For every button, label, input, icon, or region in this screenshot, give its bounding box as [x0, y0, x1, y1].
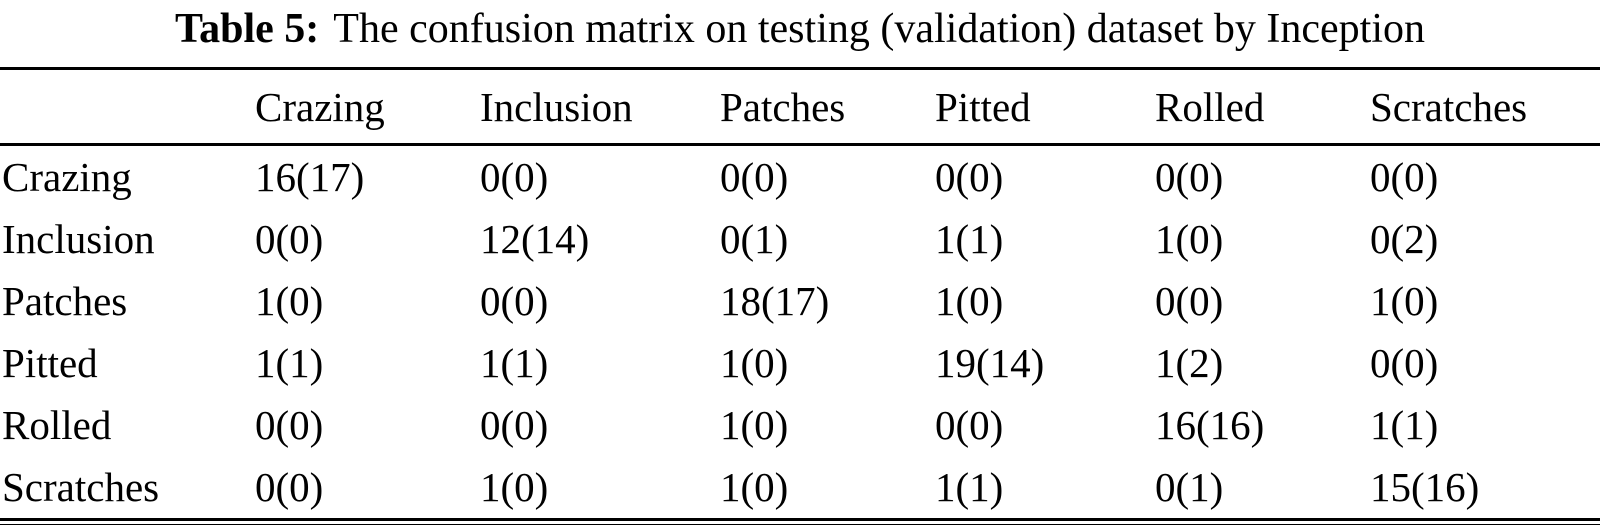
- row-label-inclusion: Inclusion: [2, 216, 155, 262]
- cell: 0(1): [1155, 464, 1224, 510]
- cell: 1(0): [720, 340, 789, 386]
- row-label-crazing: Crazing: [2, 154, 132, 200]
- cell: 1(2): [1155, 340, 1224, 386]
- table-row: Rolled 0(0) 0(0) 1(0) 0(0) 16(16) 1(1): [0, 394, 1600, 456]
- cell: 1(1): [935, 464, 1004, 510]
- cell: 0(0): [480, 278, 549, 324]
- table-row: Inclusion 0(0) 12(14) 0(1) 1(1) 1(0) 0(2…: [0, 208, 1600, 270]
- cell: 18(17): [720, 278, 830, 324]
- table-row: Patches 1(0) 0(0) 18(17) 1(0) 0(0) 1(0): [0, 270, 1600, 332]
- row-label-pitted: Pitted: [2, 340, 98, 386]
- cell: 1(0): [255, 278, 324, 324]
- cell: 15(16): [1370, 464, 1480, 510]
- column-header-patches: Patches: [720, 68, 935, 146]
- row-label-scratches: Scratches: [2, 464, 160, 510]
- column-header-empty: [0, 68, 255, 146]
- row-label-rolled: Rolled: [2, 402, 112, 448]
- cell: 0(0): [1155, 154, 1224, 200]
- cell: 1(0): [480, 464, 549, 510]
- table-row: Crazing 16(17) 0(0) 0(0) 0(0) 0(0) 0(0): [0, 145, 1600, 209]
- cell: 0(2): [1370, 216, 1439, 262]
- column-header-pitted: Pitted: [935, 68, 1155, 146]
- cell: 1(0): [720, 464, 789, 510]
- cell: 0(0): [935, 402, 1004, 448]
- column-header-rolled: Rolled: [1155, 68, 1370, 146]
- cell: 0(0): [480, 154, 549, 200]
- cell: 0(0): [1155, 278, 1224, 324]
- table-caption-label: Table 5:: [174, 6, 320, 52]
- cell: 16(17): [255, 154, 365, 200]
- cell: 1(0): [935, 278, 1004, 324]
- cell: 0(0): [935, 154, 1004, 200]
- cell: 1(0): [1155, 216, 1224, 262]
- confusion-matrix-table: Crazing Inclusion Patches Pitted Rolled …: [0, 67, 1600, 518]
- cell: 1(1): [255, 340, 324, 386]
- table-bottom-rule: [0, 518, 1600, 525]
- cell: 1(0): [1370, 278, 1439, 324]
- column-header-scratches: Scratches: [1370, 68, 1600, 146]
- cell: 0(0): [720, 154, 789, 200]
- cell: 12(14): [480, 216, 590, 262]
- cell: 0(1): [720, 216, 789, 262]
- cell: 0(0): [1370, 340, 1439, 386]
- table-row: Pitted 1(1) 1(1) 1(0) 19(14) 1(2) 0(0): [0, 332, 1600, 394]
- column-header-inclusion: Inclusion: [480, 68, 720, 146]
- table-header-row: Crazing Inclusion Patches Pitted Rolled …: [0, 68, 1600, 146]
- table-row: Scratches 0(0) 1(0) 1(0) 1(1) 0(1) 15(16…: [0, 456, 1600, 518]
- cell: 1(1): [1370, 402, 1439, 448]
- cell: 0(0): [255, 216, 324, 262]
- table-caption-text: The confusion matrix on testing (validat…: [333, 6, 1426, 52]
- cell: 0(0): [1370, 154, 1439, 200]
- table-caption: Table 5: The confusion matrix on testing …: [0, 0, 1600, 67]
- cell: 16(16): [1155, 402, 1265, 448]
- cell: 1(1): [480, 340, 549, 386]
- cell: 0(0): [480, 402, 549, 448]
- cell: 0(0): [255, 464, 324, 510]
- cell: 19(14): [935, 340, 1045, 386]
- cell: 1(1): [935, 216, 1004, 262]
- column-header-crazing: Crazing: [255, 68, 480, 146]
- cell: 0(0): [255, 402, 324, 448]
- cell: 1(0): [720, 402, 789, 448]
- row-label-patches: Patches: [2, 278, 128, 324]
